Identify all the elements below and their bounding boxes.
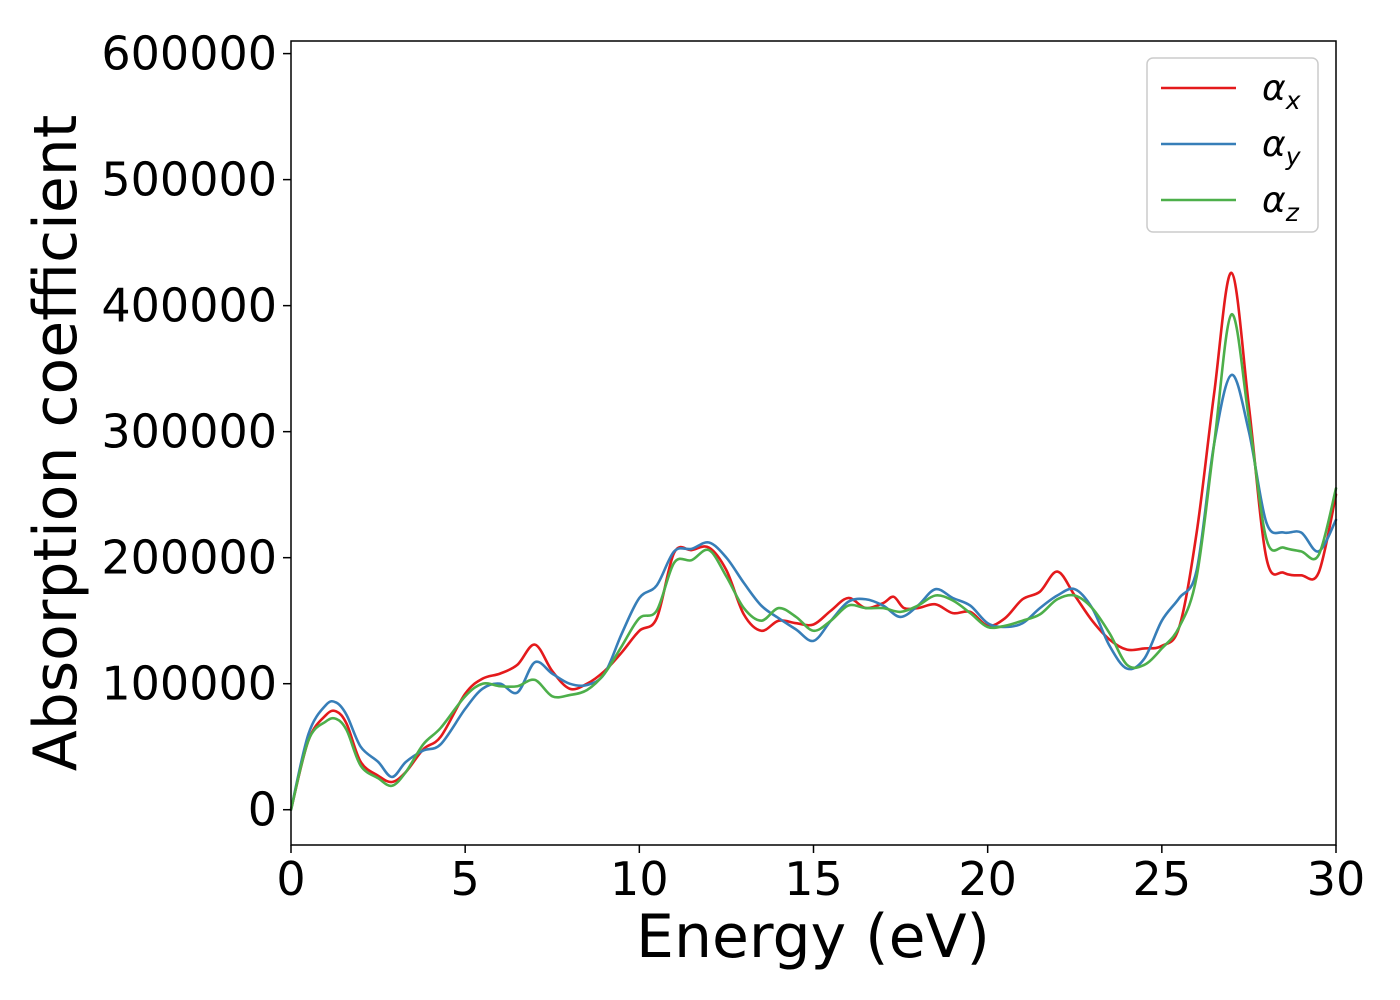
legend-subscript: y (1285, 142, 1302, 171)
y-tick-label: 400000 (101, 279, 277, 333)
series-lines (289, 271, 1338, 812)
legend-subscript: x (1285, 86, 1301, 115)
x-axis-title: Energy (eV) (636, 902, 990, 972)
series-line-x (289, 271, 1338, 812)
y-tick-label: 200000 (101, 531, 277, 585)
y-tick-label: 500000 (101, 153, 277, 207)
x-tick-label: 25 (1133, 852, 1192, 906)
x-tick-label: 30 (1307, 852, 1366, 906)
x-tick-label: 10 (610, 852, 669, 906)
series-line-z (289, 313, 1338, 812)
x-axis: 0 5 10 15 20 25 30 (276, 845, 1365, 906)
y-axis-title: Absorption coefficient (21, 115, 91, 772)
y-axis: 0 100000 200000 300000 400000 500000 600000 (101, 27, 291, 837)
y-tick-label: 300000 (101, 405, 277, 459)
y-tick-label: 100000 (101, 657, 277, 711)
y-tick-label: 600000 (101, 27, 277, 81)
series-line-y (289, 373, 1338, 812)
x-tick-label: 20 (958, 852, 1017, 906)
x-tick-label: 0 (276, 852, 305, 906)
x-tick-label: 5 (451, 852, 480, 906)
y-tick-label: 0 (248, 783, 277, 837)
legend-label-x: αx (1262, 68, 1301, 115)
legend-label-y: αy (1262, 124, 1302, 171)
x-tick-label: 15 (784, 852, 843, 906)
legend-subscript: z (1285, 198, 1300, 227)
